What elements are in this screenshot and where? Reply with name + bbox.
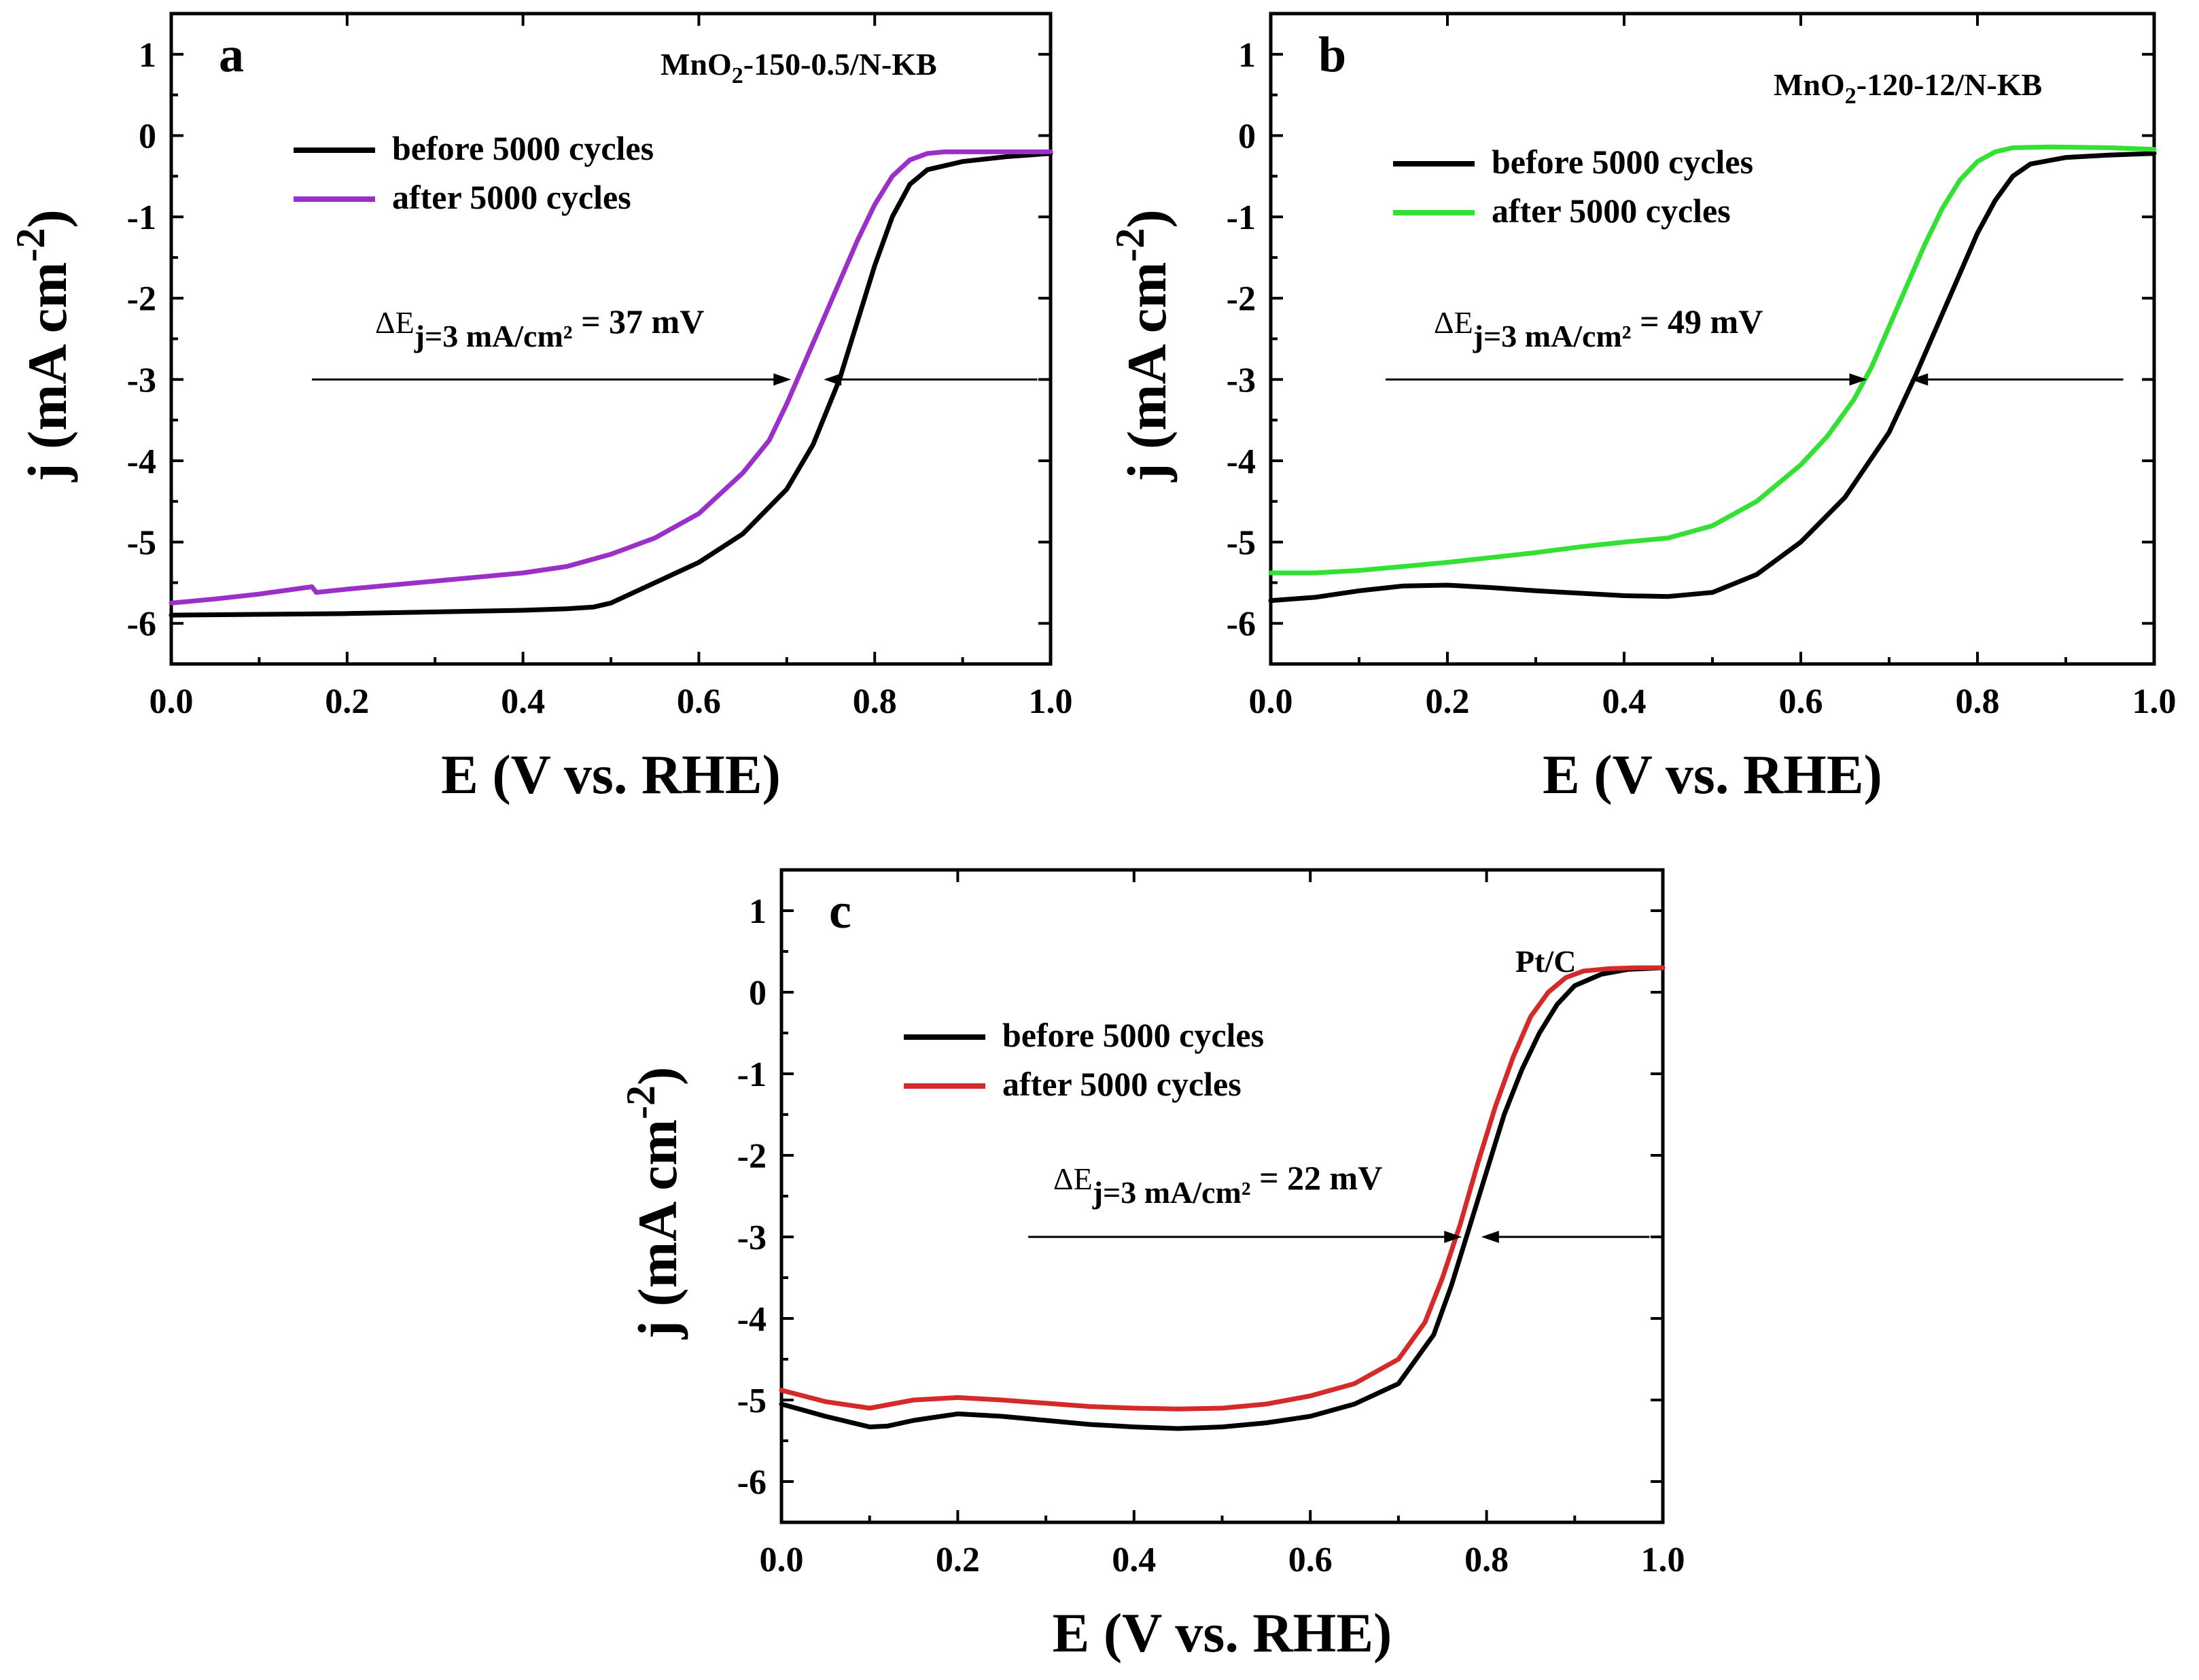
- y-tick-label: -6: [1227, 605, 1256, 644]
- y-tick-label: -5: [1227, 524, 1256, 563]
- delta-arrowhead-left: [1444, 1231, 1462, 1243]
- x-tick-label: 1.0: [1029, 682, 1073, 721]
- legend-label: before 5000 cycles: [392, 129, 654, 167]
- sample-label: MnO2-120-12/N-KB: [1774, 67, 2042, 109]
- y-tick-label: 1: [1238, 36, 1256, 75]
- delta-arrowhead-left: [773, 373, 792, 386]
- x-tick-label: 0.4: [1112, 1541, 1156, 1579]
- y-tick-label: -2: [127, 280, 156, 319]
- y-axis-label: j (mA cm-2): [8, 209, 78, 483]
- series-line-after: [1268, 144, 2157, 576]
- y-tick-label: -4: [127, 442, 156, 481]
- panel-c: 0.0 0.2 0.4 0.6 0.8 1.0 1 0 -1 -2 -3 -4 -5 -6 E (V vs.…: [618, 868, 1685, 1664]
- delta-annotation: ΔEj=3 mA/cm² = 49 mV: [1434, 302, 1763, 353]
- panel-a: 0.0 0.2 0.4 0.6 0.8 1.0 1 0 -1 -2 -3 -4 -5 -6 E (V vs.…: [8, 12, 1073, 805]
- x-tick-label: 0.0: [149, 682, 194, 721]
- series-line-before: [779, 965, 1666, 1431]
- x-tick-label: 1.0: [2132, 682, 2177, 721]
- series-line-before: [1268, 151, 2157, 603]
- x-tick-label: 0.8: [853, 682, 897, 721]
- y-tick-label: -3: [127, 361, 156, 400]
- y-axis-label: j (mA cm-2): [618, 1067, 688, 1340]
- delta-arrowhead-right: [824, 373, 842, 386]
- delta-arrowhead-right: [1481, 1231, 1499, 1243]
- x-tick-label: 0.8: [1956, 682, 2000, 721]
- y-tick-label: -1: [127, 198, 156, 237]
- delta-annotation: ΔEj=3 mA/cm² = 22 mV: [1053, 1159, 1382, 1210]
- x-tick-label: 0.2: [936, 1541, 980, 1579]
- y-tick-label: -6: [127, 605, 156, 644]
- legend-label: before 5000 cycles: [1492, 143, 1753, 181]
- x-tick-label: 0.4: [501, 682, 545, 721]
- x-axis-label: E (V vs. RHE): [1543, 743, 1882, 805]
- x-tick-label: 0.0: [760, 1541, 804, 1579]
- panel-b: 0.0 0.2 0.4 0.6 0.8 1.0 1 0 -1 -2 -3 -4 -5 -6 E (V vs.…: [1108, 12, 2177, 805]
- x-axis-label: E (V vs. RHE): [1053, 1602, 1392, 1664]
- x-tick-label: 0.6: [677, 682, 721, 721]
- legend-label: after 5000 cycles: [1002, 1065, 1242, 1103]
- y-tick-label: -3: [1227, 361, 1256, 400]
- legend-label: after 5000 cycles: [392, 178, 631, 216]
- delta-arrowhead-left: [1849, 373, 1867, 386]
- y-tick-label: -1: [737, 1055, 767, 1094]
- y-tick-label: -4: [1227, 442, 1256, 481]
- y-tick-label: -2: [1227, 280, 1256, 319]
- x-tick-label: 1.0: [1641, 1541, 1685, 1579]
- y-tick-label: 0: [139, 117, 156, 156]
- x-tick-label: 0.4: [1602, 682, 1647, 721]
- panel-letter: b: [1318, 27, 1346, 83]
- y-tick-label: -6: [737, 1463, 767, 1502]
- x-tick-label: 0.6: [1779, 682, 1823, 721]
- x-tick-label: 0.2: [1426, 682, 1470, 721]
- x-axis-label: E (V vs. RHE): [441, 743, 781, 805]
- y-tick-label: -5: [127, 524, 156, 563]
- sample-label: MnO2-150-0.5/N-KB: [661, 47, 937, 88]
- series-line-after: [779, 965, 1666, 1412]
- y-tick-label: 1: [749, 892, 767, 931]
- series-line-after: [169, 149, 1053, 606]
- sample-label: Pt/C: [1515, 944, 1576, 979]
- y-tick-label: 0: [1238, 117, 1256, 156]
- delta-annotation: ΔEj=3 mA/cm² = 37 mV: [375, 302, 704, 353]
- panel-letter: c: [829, 883, 851, 939]
- y-tick-label: 0: [749, 974, 767, 1013]
- x-tick-label: 0.2: [325, 682, 369, 721]
- y-tick-label: -3: [737, 1219, 767, 1257]
- panel-letter: a: [219, 27, 244, 83]
- series-line-before: [169, 151, 1053, 618]
- y-tick-label: -4: [737, 1300, 767, 1339]
- y-tick-label: -1: [1227, 198, 1256, 237]
- legend-label: before 5000 cycles: [1002, 1016, 1264, 1054]
- x-tick-label: 0.8: [1464, 1541, 1509, 1579]
- y-tick-label: -2: [737, 1137, 767, 1176]
- legend-label: after 5000 cycles: [1492, 192, 1731, 230]
- x-tick-label: 0.6: [1288, 1541, 1333, 1579]
- y-axis-label: j (mA cm-2): [1108, 209, 1178, 483]
- y-tick-label: 1: [139, 36, 156, 75]
- delta-arrowhead-right: [1910, 373, 1929, 386]
- x-tick-label: 0.0: [1249, 682, 1293, 721]
- y-tick-label: -5: [737, 1382, 767, 1420]
